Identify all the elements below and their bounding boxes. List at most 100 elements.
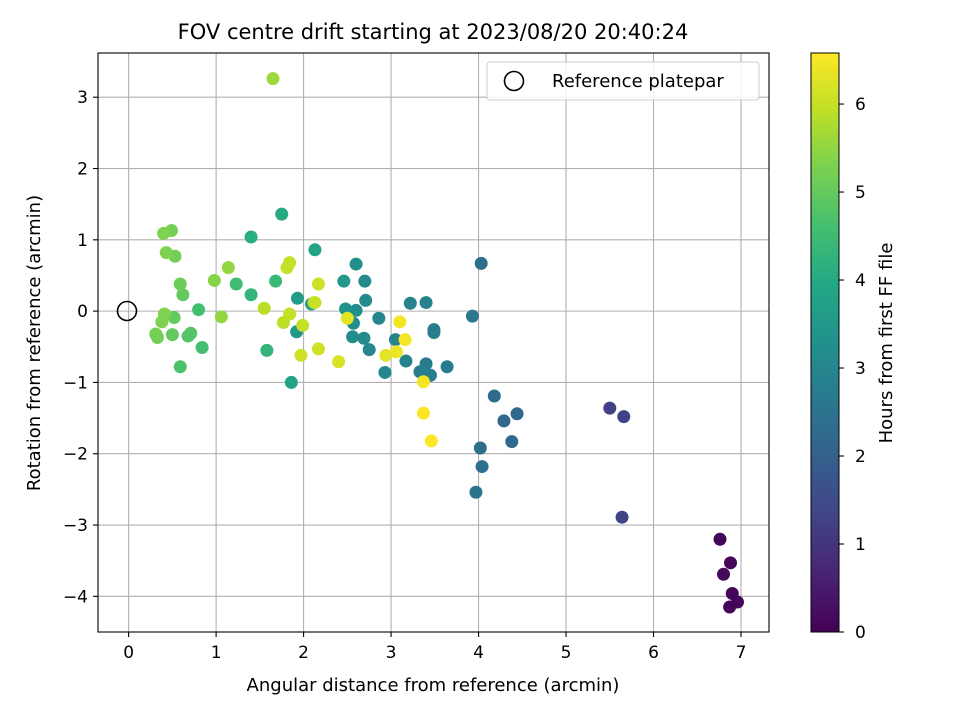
data-point — [419, 296, 433, 310]
data-point — [184, 326, 198, 340]
data-point — [427, 326, 441, 340]
legend-entry-reference-platepar: Reference platepar — [552, 71, 724, 92]
colorbar-tick-label: 5 — [855, 183, 866, 203]
data-point — [475, 460, 489, 474]
x-tick-label: 0 — [123, 643, 134, 663]
data-point — [165, 328, 179, 342]
data-point — [510, 407, 524, 421]
colorbar: 0 1 2 3 4 5 6 Hours from first FF file — [810, 52, 897, 643]
y-tick-label: −4 — [63, 587, 88, 607]
data-point — [294, 348, 308, 362]
data-point — [346, 330, 360, 344]
data-point — [311, 277, 325, 291]
data-point — [173, 360, 187, 374]
x-tick-label: 7 — [736, 643, 747, 663]
data-point — [617, 410, 631, 424]
data-point — [176, 288, 190, 302]
reference-platepar-marker — [116, 300, 138, 322]
data-point — [416, 406, 430, 420]
data-point — [487, 389, 501, 403]
y-tick-label: −1 — [63, 373, 88, 393]
data-point — [723, 600, 737, 614]
data-points — [149, 72, 745, 614]
data-point — [296, 318, 310, 332]
data-point — [290, 291, 304, 305]
colorbar-frame — [810, 52, 840, 633]
data-point — [416, 375, 430, 389]
data-point — [283, 307, 297, 321]
data-point — [372, 311, 386, 325]
data-point — [473, 441, 487, 455]
data-point — [403, 296, 417, 310]
data-point — [357, 331, 371, 345]
data-point — [275, 207, 289, 221]
data-point — [195, 340, 209, 354]
x-tick-label: 2 — [298, 643, 309, 663]
y-tick-label: 3 — [77, 88, 88, 108]
data-point — [389, 345, 403, 359]
colorbar-ticks: 0 1 2 3 4 5 6 — [839, 95, 866, 643]
colorbar-tick-label: 4 — [855, 271, 866, 291]
y-axis-label: Rotation from reference (arcmin) — [24, 195, 45, 491]
x-tick-label: 3 — [386, 643, 397, 663]
data-point — [378, 365, 392, 379]
data-point — [266, 72, 280, 86]
grid-lines — [98, 53, 769, 632]
legend-box — [486, 61, 760, 101]
plot-background — [98, 53, 769, 632]
y-tick-label: −2 — [63, 445, 88, 465]
data-point — [398, 333, 412, 347]
data-point — [358, 274, 372, 288]
data-point — [337, 274, 351, 288]
data-point — [413, 365, 427, 379]
data-point — [469, 485, 483, 499]
data-point — [724, 556, 738, 570]
data-point — [388, 333, 402, 347]
data-point — [615, 510, 629, 524]
data-point — [150, 331, 164, 345]
x-axis-label: Angular distance from reference (arcmin) — [247, 675, 620, 696]
data-point — [440, 360, 454, 374]
data-point — [424, 434, 438, 448]
data-point — [359, 293, 373, 307]
data-point — [474, 256, 488, 270]
y-tick-label: −3 — [63, 516, 88, 536]
data-point — [497, 414, 511, 428]
data-point — [257, 301, 271, 315]
colorbar-gradient — [811, 53, 839, 632]
data-point — [244, 230, 258, 244]
data-point — [717, 567, 731, 581]
y-tick-label: 1 — [77, 231, 88, 251]
plot-frame — [97, 52, 770, 633]
data-point — [465, 309, 479, 323]
chart-title: FOV centre drift starting at 2023/08/20 … — [178, 20, 689, 44]
data-point — [349, 303, 363, 317]
data-point — [157, 307, 171, 321]
data-point — [157, 226, 171, 240]
data-point — [308, 243, 322, 257]
x-tick-label: 5 — [561, 643, 572, 663]
data-point — [713, 532, 727, 546]
colorbar-tick-label: 1 — [855, 535, 866, 555]
x-tick-label: 1 — [211, 643, 222, 663]
colorbar-label: Hours from first FF file — [876, 243, 897, 444]
colorbar-tick-label: 6 — [855, 95, 866, 115]
data-point — [284, 375, 298, 389]
data-point — [340, 311, 354, 325]
data-point — [399, 354, 413, 368]
colorbar-tick-label: 3 — [855, 359, 866, 379]
x-tick-label: 6 — [648, 643, 659, 663]
colorbar-tick-label: 0 — [855, 623, 866, 643]
data-point — [307, 296, 321, 310]
data-point — [207, 273, 221, 287]
data-point — [269, 274, 283, 288]
data-point — [379, 348, 393, 362]
colorbar-tick-label: 2 — [855, 447, 866, 467]
data-point — [173, 277, 187, 291]
data-point — [244, 288, 258, 302]
x-tick-label: 4 — [473, 643, 484, 663]
data-point — [221, 261, 235, 275]
data-point — [603, 401, 617, 415]
data-point — [505, 435, 519, 449]
